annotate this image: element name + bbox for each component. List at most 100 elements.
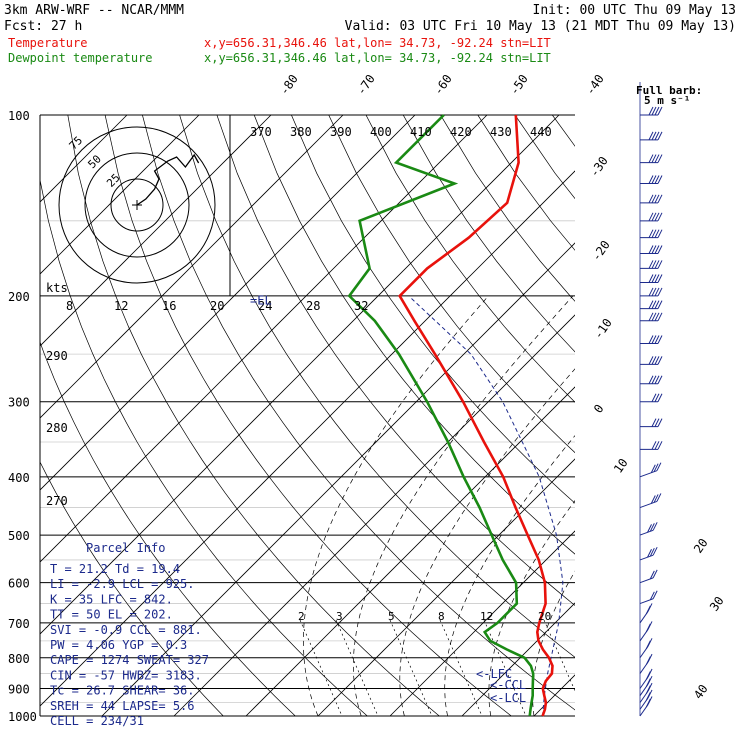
level-marker-label: <-LFC <box>476 667 512 681</box>
hodograph-ring <box>110 178 164 232</box>
wind-barb-flag <box>652 569 658 579</box>
moist-adiabat-line <box>488 500 575 716</box>
wind-barb-flag <box>647 548 652 558</box>
moist-adiabat-line <box>353 295 574 716</box>
wind-barb-flag <box>657 212 663 222</box>
wind-barb-flag <box>645 692 651 701</box>
chart-grid <box>39 114 740 717</box>
wind-barb-flag <box>654 274 660 283</box>
pressure-tick-label: 200 <box>8 290 30 304</box>
wind-barb <box>639 621 653 642</box>
wind-barb-flag <box>651 131 657 141</box>
wind-barb-flag <box>648 106 654 116</box>
sounding-curves <box>347 114 564 717</box>
wind-barb-flag <box>657 274 663 283</box>
wind-barb-flag <box>648 335 654 344</box>
wind-barb-shaft <box>639 577 654 584</box>
wind-barb-flag <box>654 212 660 222</box>
temperature-axis-label: -70 <box>354 72 378 98</box>
wind-barb-flag <box>654 194 660 204</box>
dry-adiabat-line <box>477 115 575 251</box>
pressure-tick-label: 400 <box>8 471 30 485</box>
dry-adiabat-line <box>40 178 368 716</box>
hodograph-speed-label: 24 <box>258 299 272 313</box>
dry-adiabat-line <box>365 115 575 403</box>
wind-barb-flag <box>648 260 654 269</box>
wind-barb-flag <box>657 418 663 427</box>
parcel-info-line: CIN = -57 HWBZ= 3183. <box>50 668 202 682</box>
temperature-axis-label: -80 <box>277 72 301 98</box>
dry-adiabat-line <box>328 115 575 454</box>
wind-barb-flag <box>654 175 660 184</box>
wind-barb-flag <box>654 229 660 238</box>
wind-barb-flag <box>647 524 652 533</box>
wind-barb <box>639 603 653 624</box>
wind-barb <box>640 131 663 141</box>
wind-barb-flag <box>648 212 654 222</box>
wind-barb-flag <box>651 245 657 254</box>
wind-barb-flag <box>654 287 660 297</box>
isotherm-line <box>40 115 272 347</box>
mixing-ratio-label: 2 <box>298 610 305 623</box>
wind-barb-flag <box>651 356 657 365</box>
wind-barb-flag <box>654 300 660 309</box>
wind-barb <box>640 106 663 116</box>
pressure-tick-label: 800 <box>8 652 30 666</box>
wind-barb-flag <box>657 356 663 365</box>
wind-barb <box>639 638 653 659</box>
mixing-ratio-label: 8 <box>438 610 445 623</box>
wind-barb-flag <box>657 287 663 297</box>
moist-adiabat-line <box>532 570 575 716</box>
barb-legend-units: 5 m s⁻¹ <box>644 94 690 107</box>
hodograph-speed-label: 28 <box>306 299 320 313</box>
parcel-info-line: LI = -2.9 LCL = 925. <box>50 577 195 591</box>
wind-barb-flag <box>649 523 655 532</box>
isotherm-line <box>606 115 740 716</box>
hodograph-ring-label: 50 <box>85 153 104 172</box>
dry-adiabat-line <box>40 461 224 716</box>
wind-barb <box>640 274 663 284</box>
isotherm-line <box>245 386 575 716</box>
hodograph-speed-label: 16 <box>162 299 176 313</box>
parcel-info-line: CELL = 234/31 <box>50 714 144 728</box>
isotherm-line <box>40 115 344 419</box>
wind-barb-flag <box>645 623 651 633</box>
wind-barb-flag <box>657 229 663 238</box>
isotherm-line <box>317 458 575 716</box>
wind-barb-flag <box>652 546 658 556</box>
theta-left-label: 280 <box>46 421 68 435</box>
mixing-ratio-line <box>335 619 379 716</box>
pressure-tick-label: 100 <box>8 109 30 123</box>
temperature-axis-label: 0 <box>591 402 607 416</box>
wind-barb-flag <box>654 154 660 163</box>
wind-barbs <box>639 82 663 717</box>
dry-adiabat-line <box>402 115 575 353</box>
dry-adiabat-line <box>104 115 512 716</box>
wind-barb-flag <box>651 418 657 427</box>
wind-barb <box>639 682 653 703</box>
parcel-info-line: K = 35 LFC = 842. <box>50 592 173 606</box>
wind-barb-flag <box>654 393 660 402</box>
wind-barb-flag <box>653 463 659 472</box>
wind-barb-flag <box>651 393 657 402</box>
wind-barb-flag <box>648 287 654 297</box>
wind-barb <box>639 590 658 605</box>
hodograph-speed-label: 8 <box>66 299 73 313</box>
wind-barb-flag <box>654 356 660 365</box>
wind-barb-flag <box>654 131 660 141</box>
theta-label: 410 <box>410 125 432 139</box>
wind-barb <box>639 462 662 478</box>
wind-barb-flag <box>649 570 655 580</box>
temperature-axis-label: 30 <box>707 594 727 614</box>
theta-label: 400 <box>370 125 392 139</box>
theta-label: 390 <box>330 125 352 139</box>
theta-label: 420 <box>450 125 472 139</box>
hodograph-ring <box>58 126 216 284</box>
wind-barb-flag <box>648 131 654 141</box>
dry-adiabat-line <box>701 115 740 716</box>
wind-barb-flag <box>645 678 651 687</box>
isotherm-line <box>40 115 200 275</box>
wind-barb-flag <box>651 287 657 297</box>
